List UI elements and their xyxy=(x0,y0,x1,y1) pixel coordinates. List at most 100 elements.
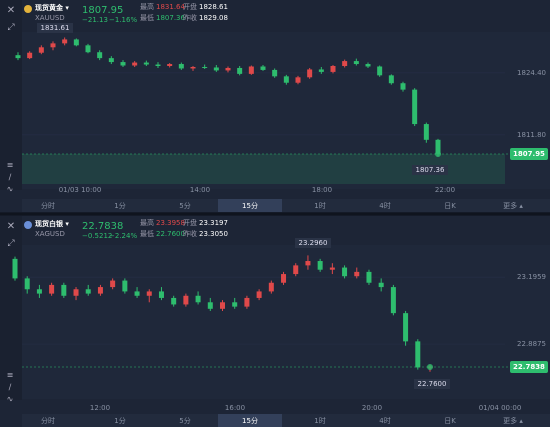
candle-body xyxy=(36,289,42,294)
time-label: 18:00 xyxy=(312,186,332,194)
high-marker-box xyxy=(295,238,331,248)
stat-value: 22.7600 xyxy=(156,230,185,238)
candle-body xyxy=(342,267,348,277)
stat-label: 最低 xyxy=(140,229,154,238)
candle-body xyxy=(423,124,429,140)
symbol-code: XAUUSD xyxy=(35,14,65,22)
tab[interactable]: 日K xyxy=(444,417,456,425)
price-axis-label: 22.8875 xyxy=(517,340,546,348)
tab[interactable]: 分时 xyxy=(41,201,55,210)
candle-body xyxy=(143,62,149,65)
candle-body xyxy=(24,278,30,290)
tool-icon[interactable]: ∕ xyxy=(9,383,12,392)
candle-body xyxy=(190,66,196,69)
stat-value: 1829.08 xyxy=(199,14,228,22)
stat-value: 23.3050 xyxy=(199,230,228,238)
tab-bar xyxy=(22,414,550,427)
tab[interactable]: 5分 xyxy=(179,416,190,425)
candle-body xyxy=(73,39,79,46)
stat-label: 昨收 xyxy=(183,13,197,22)
tab[interactable]: 日K xyxy=(444,202,456,210)
current-price-label: 22.7838 xyxy=(513,363,545,371)
candle-body xyxy=(62,39,68,44)
tab-selected xyxy=(218,199,282,212)
price-axis-label: 1824.40 xyxy=(517,69,546,77)
symbol-icon xyxy=(24,221,32,229)
close-icon[interactable]: ✕ xyxy=(7,5,15,16)
candle-body xyxy=(195,295,201,303)
candle-body xyxy=(225,67,231,71)
tab[interactable]: 1时 xyxy=(314,201,325,210)
candle-body xyxy=(207,302,213,309)
expand-icon[interactable]: ⤢ xyxy=(6,23,14,33)
tab-selected xyxy=(218,414,282,427)
candle-body xyxy=(15,55,21,59)
candle-body xyxy=(307,69,313,78)
current-price-badge xyxy=(510,361,548,373)
tab[interactable]: 4时 xyxy=(379,201,390,210)
current-price-badge xyxy=(510,148,548,160)
tool-icon[interactable]: ∿ xyxy=(7,395,14,404)
tab[interactable]: 更多 ▴ xyxy=(503,201,523,210)
low-marker: 1807.36 xyxy=(416,166,445,174)
tab[interactable]: 5分 xyxy=(179,201,190,210)
time-label: 16:00 xyxy=(225,404,245,412)
time-label: 01/04 00:00 xyxy=(479,404,522,412)
candle-body xyxy=(272,69,278,77)
change: −21.13 xyxy=(82,16,108,24)
stat-value: 1807.36 xyxy=(156,14,185,22)
candle-body xyxy=(132,62,138,66)
tool-icon[interactable]: ∕ xyxy=(9,173,12,182)
side-toolbar xyxy=(0,0,22,190)
candle-body xyxy=(377,66,383,76)
candle-body xyxy=(146,291,152,296)
high-marker: 1831.61 xyxy=(41,24,70,32)
candle-body xyxy=(167,64,173,66)
time-label: 14:00 xyxy=(190,186,210,194)
candle-body xyxy=(412,89,418,125)
candle-body xyxy=(85,289,91,294)
candle-body xyxy=(108,58,114,63)
stat-value: 23.3958 xyxy=(156,219,185,227)
candle-body xyxy=(50,43,56,48)
tool-icon[interactable]: ∿ xyxy=(7,185,14,194)
expand-icon[interactable]: ⤢ xyxy=(6,239,14,249)
candle-body xyxy=(390,287,396,314)
candle-body xyxy=(415,341,421,368)
candle-body xyxy=(97,52,103,59)
symbol-name[interactable]: 现货黄金 ▾ xyxy=(35,3,69,12)
high-marker: 23.2960 xyxy=(299,239,328,247)
stat-value: 1831.64 xyxy=(156,3,185,11)
candle-body xyxy=(342,61,348,66)
current-dot xyxy=(427,364,433,370)
tool-icon[interactable]: ≡ xyxy=(7,371,14,380)
candle-body xyxy=(353,61,359,65)
stat-label: 昨收 xyxy=(183,229,197,238)
symbol-code: XAGUSD xyxy=(35,230,65,238)
tab[interactable]: 15分 xyxy=(242,416,258,425)
candle-body xyxy=(155,64,161,66)
candle-body xyxy=(435,139,441,154)
symbol-name[interactable]: 现货白银 ▾ xyxy=(35,219,69,228)
stat-label: 最高 xyxy=(140,2,154,11)
candle-body xyxy=(171,297,177,305)
close-icon[interactable]: ✕ xyxy=(7,221,15,232)
tab[interactable]: 1时 xyxy=(314,416,325,425)
tab[interactable]: 分时 xyxy=(41,416,55,425)
chart-area xyxy=(22,245,550,399)
current-dot xyxy=(435,151,441,157)
candle-body xyxy=(97,287,103,294)
tab[interactable]: 更多 ▴ xyxy=(503,416,523,425)
candle-body xyxy=(232,302,238,307)
candle-body xyxy=(365,64,371,67)
candle-body xyxy=(317,261,323,270)
change-pct: −1.16% xyxy=(109,16,137,24)
tab[interactable]: 1分 xyxy=(114,201,125,210)
tab[interactable]: 1分 xyxy=(114,416,125,425)
candle-body xyxy=(378,282,384,288)
tool-icon[interactable]: ≡ xyxy=(7,161,14,170)
tab[interactable]: 15分 xyxy=(242,201,258,210)
last-price: 1807.95 xyxy=(82,5,123,16)
tab[interactable]: 4时 xyxy=(379,416,390,425)
